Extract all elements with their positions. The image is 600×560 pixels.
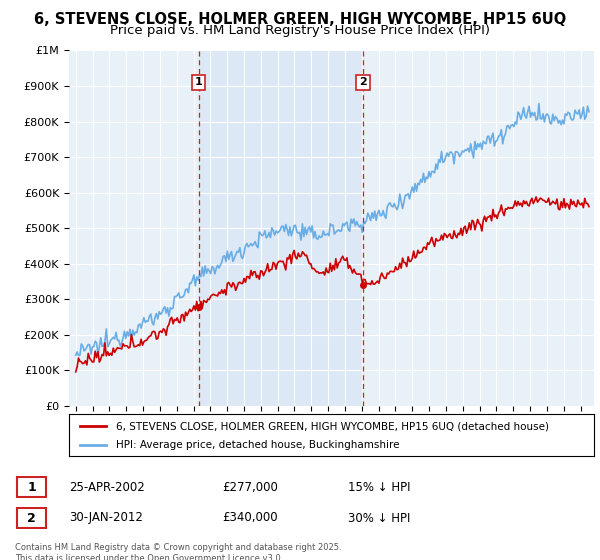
FancyBboxPatch shape [17,508,46,528]
Text: 6, STEVENS CLOSE, HOLMER GREEN, HIGH WYCOMBE, HP15 6UQ: 6, STEVENS CLOSE, HOLMER GREEN, HIGH WYC… [34,12,566,27]
Text: HPI: Average price, detached house, Buckinghamshire: HPI: Average price, detached house, Buck… [116,440,400,450]
Text: 2: 2 [27,511,36,525]
Text: £277,000: £277,000 [222,480,278,494]
Text: 30% ↓ HPI: 30% ↓ HPI [348,511,410,525]
Text: Contains HM Land Registry data © Crown copyright and database right 2025.
This d: Contains HM Land Registry data © Crown c… [15,543,341,560]
Text: 1: 1 [27,480,36,494]
Bar [199,50,363,406]
Text: 25-APR-2002: 25-APR-2002 [69,480,145,494]
Text: 2: 2 [359,77,367,87]
Text: 15% ↓ HPI: 15% ↓ HPI [348,480,410,494]
Text: £340,000: £340,000 [222,511,278,525]
FancyBboxPatch shape [17,477,46,497]
Text: Price paid vs. HM Land Registry's House Price Index (HPI): Price paid vs. HM Land Registry's House … [110,24,490,36]
Text: 30-JAN-2012: 30-JAN-2012 [69,511,143,525]
Text: 6, STEVENS CLOSE, HOLMER GREEN, HIGH WYCOMBE, HP15 6UQ (detached house): 6, STEVENS CLOSE, HOLMER GREEN, HIGH WYC… [116,421,549,431]
Text: 1: 1 [195,77,203,87]
